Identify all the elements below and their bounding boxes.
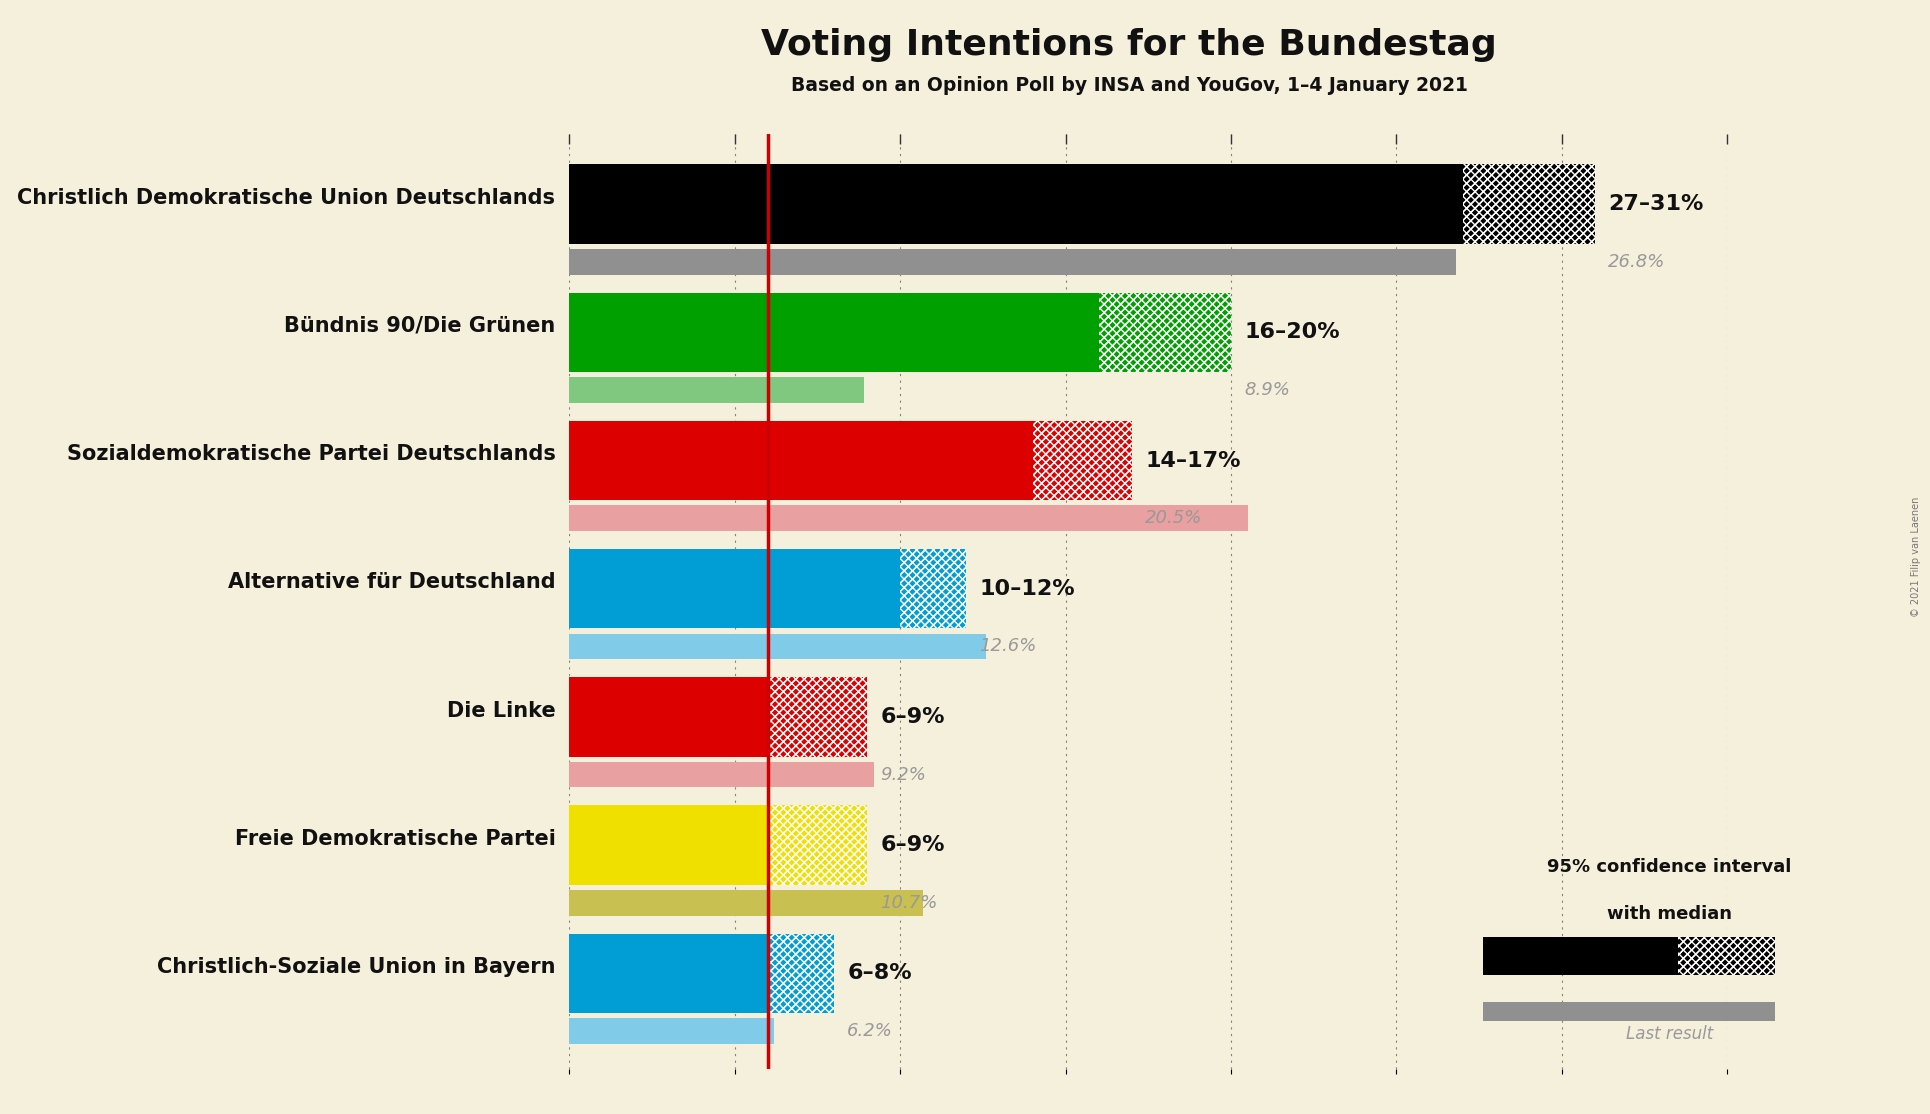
Text: Sozialdemokratische Partei Deutschlands: Sozialdemokratische Partei Deutschlands xyxy=(66,444,556,465)
Bar xyxy=(569,890,923,916)
Bar xyxy=(1098,293,1231,372)
Bar xyxy=(569,934,768,1013)
Text: 12.6%: 12.6% xyxy=(980,637,1036,655)
Bar xyxy=(1033,421,1131,500)
Text: 6–9%: 6–9% xyxy=(880,836,946,856)
Text: Voting Intentions for the Bundestag: Voting Intentions for the Bundestag xyxy=(760,28,1498,62)
Bar xyxy=(569,762,874,788)
Text: Freie Demokratische Partei: Freie Demokratische Partei xyxy=(235,829,556,849)
Bar xyxy=(1463,165,1594,244)
Bar xyxy=(569,1018,774,1044)
Text: 16–20%: 16–20% xyxy=(1245,322,1339,342)
Text: 20.5%: 20.5% xyxy=(1144,509,1202,527)
Bar xyxy=(569,250,1455,275)
Bar xyxy=(569,634,986,659)
Text: 10.7%: 10.7% xyxy=(880,893,938,911)
Bar xyxy=(1033,421,1131,500)
Bar xyxy=(768,934,834,1013)
Text: 6–9%: 6–9% xyxy=(880,707,946,727)
Bar xyxy=(1482,937,1677,975)
Text: 6.2%: 6.2% xyxy=(847,1022,894,1040)
Text: 26.8%: 26.8% xyxy=(1608,253,1666,271)
Bar xyxy=(1463,165,1594,244)
Bar xyxy=(1482,1001,1776,1020)
Text: Bündnis 90/Die Grünen: Bündnis 90/Die Grünen xyxy=(284,316,556,336)
Bar xyxy=(569,805,768,885)
Text: Based on an Opinion Poll by INSA and YouGov, 1–4 January 2021: Based on an Opinion Poll by INSA and You… xyxy=(791,76,1467,95)
Bar xyxy=(899,549,967,628)
Text: © 2021 Filip van Laenen: © 2021 Filip van Laenen xyxy=(1911,497,1922,617)
Bar xyxy=(569,165,1463,244)
Bar xyxy=(569,293,1098,372)
Bar xyxy=(569,506,1247,531)
Bar xyxy=(768,677,867,756)
Text: 9.2%: 9.2% xyxy=(880,765,926,783)
Bar xyxy=(768,805,867,885)
Bar xyxy=(768,934,834,1013)
Text: 27–31%: 27–31% xyxy=(1608,194,1704,214)
Bar xyxy=(569,421,1033,500)
Text: Christlich-Soziale Union in Bayern: Christlich-Soziale Union in Bayern xyxy=(156,957,556,977)
Bar xyxy=(1677,937,1776,975)
Bar xyxy=(768,677,867,756)
Bar xyxy=(569,378,865,403)
Bar xyxy=(1677,937,1776,975)
Bar xyxy=(899,549,967,628)
Text: 6–8%: 6–8% xyxy=(847,964,911,984)
Bar xyxy=(569,677,768,756)
Bar xyxy=(569,549,899,628)
Text: Last result: Last result xyxy=(1625,1025,1714,1044)
Text: with median: with median xyxy=(1608,905,1731,924)
Text: 8.9%: 8.9% xyxy=(1245,381,1289,399)
Text: 14–17%: 14–17% xyxy=(1144,450,1241,470)
Text: Die Linke: Die Linke xyxy=(446,701,556,721)
Bar xyxy=(1098,293,1231,372)
Text: 10–12%: 10–12% xyxy=(980,579,1075,598)
Text: 95% confidence interval: 95% confidence interval xyxy=(1548,858,1791,876)
Text: Christlich Demokratische Union Deutschlands: Christlich Demokratische Union Deutschla… xyxy=(17,188,556,208)
Text: Alternative für Deutschland: Alternative für Deutschland xyxy=(228,573,556,593)
Bar xyxy=(768,805,867,885)
